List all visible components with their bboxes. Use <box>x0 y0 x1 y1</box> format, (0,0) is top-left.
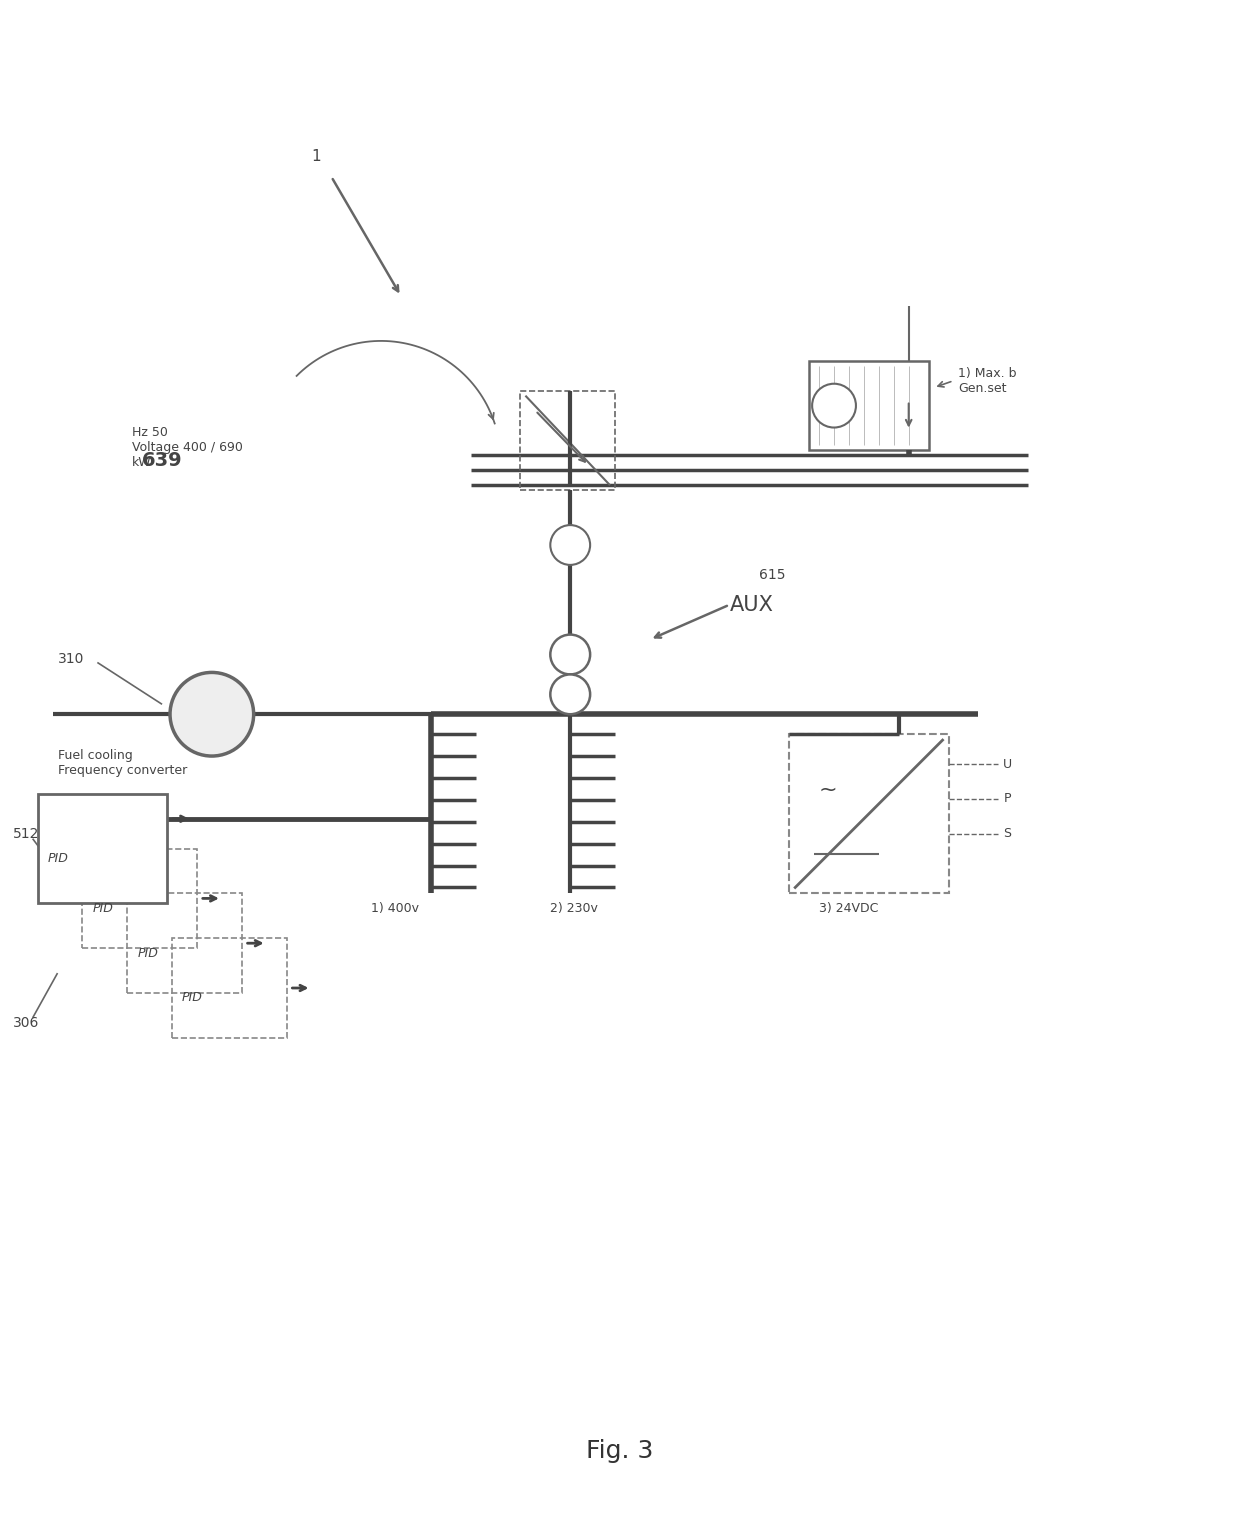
Text: 1) 400v: 1) 400v <box>371 902 419 914</box>
Circle shape <box>170 672 254 756</box>
Bar <box>37 795 167 904</box>
Text: 306: 306 <box>12 1016 40 1029</box>
Bar <box>172 939 286 1039</box>
Text: 1) Max. b
Gen.set: 1) Max. b Gen.set <box>959 367 1017 394</box>
Text: 3) 24VDC: 3) 24VDC <box>820 902 878 914</box>
Text: S: S <box>1003 827 1012 841</box>
Text: PID: PID <box>138 946 157 960</box>
Text: 512: 512 <box>12 827 40 841</box>
Text: PID: PID <box>92 902 113 914</box>
Text: 615: 615 <box>759 568 786 581</box>
Text: U: U <box>1003 758 1012 770</box>
Text: Fig. 3: Fig. 3 <box>587 1439 653 1463</box>
Text: 310: 310 <box>57 652 84 666</box>
Circle shape <box>551 635 590 675</box>
Bar <box>82 848 197 948</box>
Text: AUX: AUX <box>729 595 774 615</box>
Text: ~: ~ <box>820 779 838 799</box>
Circle shape <box>551 675 590 715</box>
Bar <box>789 735 949 893</box>
Text: 639: 639 <box>143 451 182 469</box>
Circle shape <box>812 384 856 428</box>
Circle shape <box>551 525 590 565</box>
Text: PID: PID <box>182 991 203 1005</box>
Text: 1: 1 <box>311 149 321 164</box>
Text: 2: 2 <box>567 538 574 552</box>
Text: Hz 50
Voltage 400 / 690
kW: Hz 50 Voltage 400 / 690 kW <box>133 425 243 468</box>
Text: P: P <box>1003 793 1011 805</box>
Text: 2) 230v: 2) 230v <box>551 902 598 914</box>
Text: 1: 1 <box>830 399 838 413</box>
Bar <box>521 391 615 491</box>
Text: Fuel cooling
Frequency converter: Fuel cooling Frequency converter <box>57 749 187 778</box>
Text: PID: PID <box>47 851 68 865</box>
Bar <box>128 893 242 992</box>
Bar <box>810 360 929 451</box>
